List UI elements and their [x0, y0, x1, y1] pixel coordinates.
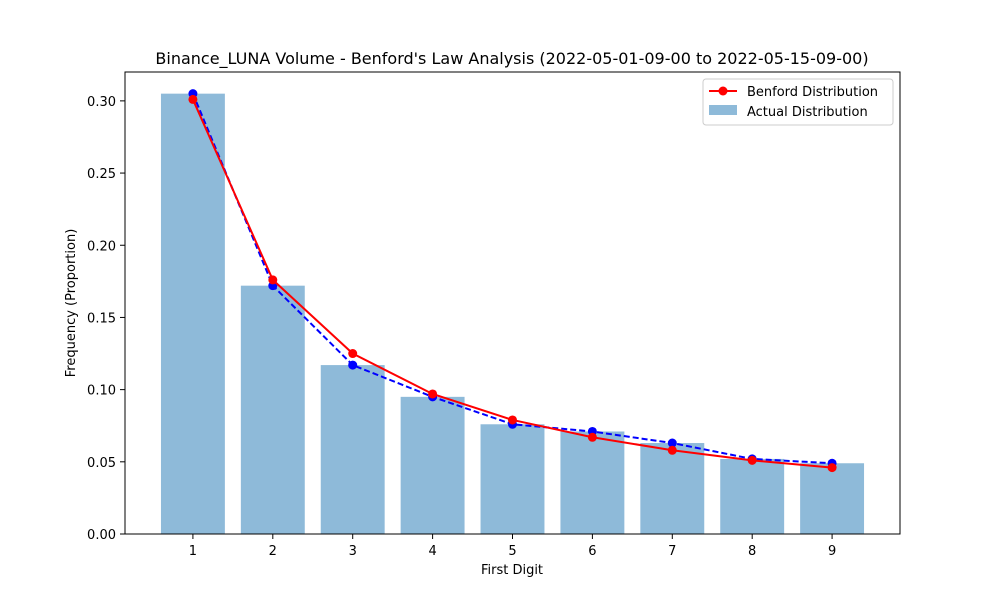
legend-benford-label: Benford Distribution [747, 85, 878, 100]
y-axis-label: Frequency (Proportion) [64, 229, 79, 378]
y-tick-label-0: 0.00 [87, 528, 116, 543]
benford-point-5 [508, 415, 517, 425]
bar-digit-1 [160, 93, 225, 534]
x-tick-label-3: 3 [349, 544, 357, 559]
benford-point-9 [827, 463, 837, 473]
bar-digit-2 [240, 285, 305, 534]
chart-title: Binance_LUNA Volume - Benford's Law Anal… [155, 49, 868, 69]
benford-point-2 [268, 275, 278, 285]
actual-point-3 [348, 360, 358, 370]
benford-point-6 [587, 432, 597, 442]
lines-layer [188, 89, 837, 473]
x-tick-label-4: 4 [428, 544, 436, 559]
x-tick-label-5: 5 [508, 544, 516, 559]
y-tick-label-6: 0.30 [87, 95, 116, 110]
x-axis-label: First Digit [481, 563, 543, 578]
legend: Benford Distribution Actual Distribution [702, 78, 894, 126]
benford-point-8 [747, 455, 757, 465]
bars-layer [160, 93, 865, 534]
bar-digit-4 [400, 396, 465, 534]
benford-point-1 [188, 94, 198, 104]
y-axis: 0.00 0.05 0.10 0.15 0.20 0.25 0.30 [87, 95, 125, 543]
legend-benford-marker [718, 86, 728, 96]
bar-digit-6 [560, 431, 625, 534]
y-tick-label-4: 0.20 [87, 239, 116, 254]
bar-digit-3 [320, 365, 385, 534]
bar-digit-9 [800, 463, 865, 534]
x-tick-label-7: 7 [668, 544, 676, 559]
legend-actual-label: Actual Distribution [747, 105, 868, 120]
x-tick-label-6: 6 [588, 544, 596, 559]
x-tick-label-8: 8 [748, 544, 756, 559]
y-tick-label-2: 0.10 [87, 384, 116, 399]
x-axis: 1 2 3 4 5 6 7 8 9 [189, 534, 836, 559]
legend-actual-swatch [709, 105, 737, 115]
x-tick-label-2: 2 [269, 544, 277, 559]
benford-point-7 [667, 445, 677, 455]
bar-digit-8 [720, 458, 785, 534]
actual-point-7 [667, 438, 677, 448]
y-tick-label-3: 0.15 [87, 311, 116, 326]
y-tick-label-5: 0.25 [87, 167, 116, 182]
legend-box [702, 78, 894, 126]
benford-point-4 [428, 389, 438, 399]
x-tick-label-1: 1 [189, 544, 197, 559]
bar-digit-5 [480, 424, 545, 534]
benford-point-3 [348, 349, 358, 359]
x-tick-label-9: 9 [828, 544, 836, 559]
y-tick-label-1: 0.05 [87, 456, 116, 471]
bar-digit-7 [640, 443, 705, 534]
